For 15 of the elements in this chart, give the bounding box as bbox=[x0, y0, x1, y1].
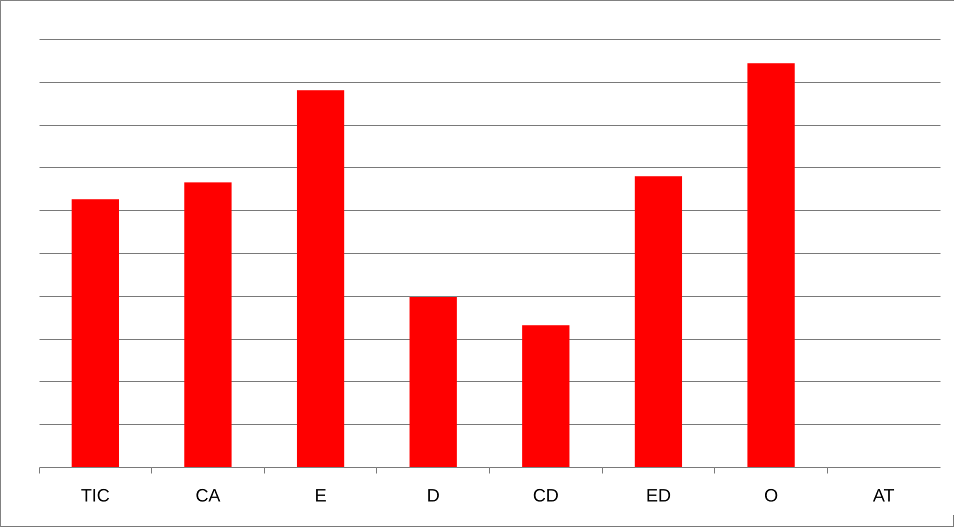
bar bbox=[72, 199, 119, 467]
x-tick-label: O bbox=[764, 486, 778, 506]
x-tick-label: ED bbox=[646, 486, 671, 506]
x-tick-label: TIC bbox=[80, 486, 110, 506]
bar bbox=[184, 182, 232, 467]
x-tick-label: CD bbox=[532, 486, 559, 506]
bar bbox=[296, 90, 344, 467]
bar bbox=[634, 176, 682, 467]
bar bbox=[410, 297, 457, 467]
x-tick-label: E bbox=[314, 486, 327, 506]
bar bbox=[522, 325, 570, 467]
x-tick-label: CA bbox=[195, 486, 220, 506]
x-tick-label: AT bbox=[872, 486, 895, 506]
x-tick-label: D bbox=[426, 486, 440, 506]
bar bbox=[747, 63, 795, 467]
